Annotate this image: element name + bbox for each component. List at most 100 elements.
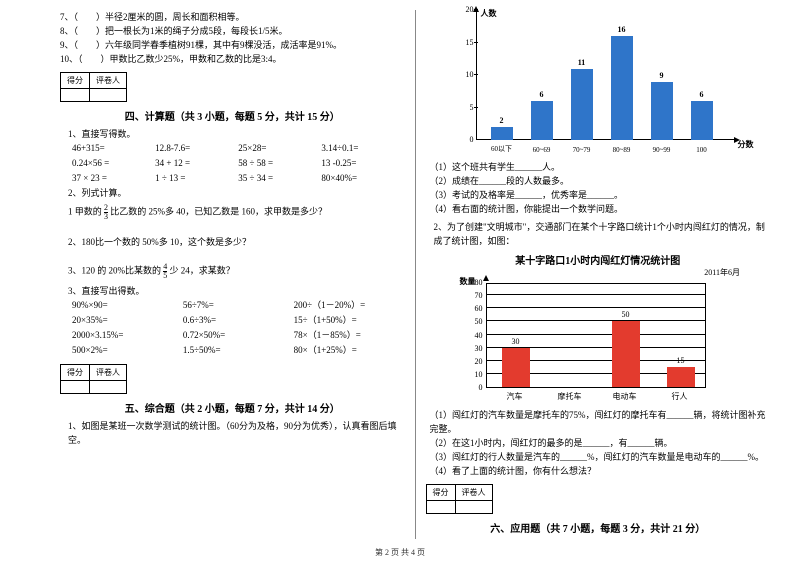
score-box-5: 得分评卷人 <box>60 364 127 394</box>
chart2-ytick: 40 <box>468 331 483 340</box>
chart1-ytick: 10 <box>464 70 474 79</box>
chart2-question: （2）在这1小时内，闯红灯的最多的是______，有______辆。 <box>430 436 771 450</box>
chart2-ytick: 20 <box>468 357 483 366</box>
chart2-xtick: 汽车 <box>495 391 535 402</box>
chart1-bar <box>651 82 673 141</box>
chart1-bar-label: 6 <box>691 90 713 99</box>
chart2-ytick: 70 <box>468 291 483 300</box>
chart2-bar-label: 15 <box>667 356 695 365</box>
chart2-bar <box>612 321 640 387</box>
chart2-title: 某十字路口1小时内闯红灯情况统计图 <box>426 252 771 267</box>
chart2-ytick: 60 <box>468 304 483 313</box>
section-4-title: 四、计算题（共 3 小题，每题 5 分，共计 15 分） <box>60 108 405 123</box>
fraction-4-5: 45 <box>163 263 167 280</box>
chart1-y-label: 人数 <box>481 8 497 19</box>
calc-row: 46+315=12.8-7.6=25×28=3.14÷0.1= <box>72 141 405 156</box>
calc-cell: 1 ÷ 13 = <box>155 171 238 186</box>
chart1-questions: （1）这个班共有学生______人。（2）成绩在______段的人数最多。（3）… <box>426 160 771 216</box>
calc-row: 90%×90=56÷7%=200÷（1－20%）= <box>72 298 405 313</box>
tf-item: 8、（ ）把一根长为1米的绳子分成5段，每段长1/5米。 <box>60 24 405 38</box>
true-false-list: 7、（ ）半径2厘米的圆，周长和面积相等。8、（ ）把一根长为1米的绳子分成5段… <box>60 10 405 66</box>
calc-cell: 58 ÷ 58 = <box>238 156 321 171</box>
chart1-bar-label: 16 <box>611 25 633 34</box>
chart1-ytick: 0 <box>464 135 474 144</box>
right-column: 人数 分数 05101520260以下660~691170~791680~899… <box>415 10 771 539</box>
tf-item: 7、（ ）半径2厘米的圆，周长和面积相等。 <box>60 10 405 24</box>
chart1-question: （1）这个班共有学生______人。 <box>430 160 771 174</box>
score-box-6: 得分评卷人 <box>426 484 493 514</box>
calc-cell: 80×（1+25%）= <box>294 343 405 358</box>
calc-cell: 80×40%= <box>321 171 404 186</box>
chart2-ytick: 10 <box>468 370 483 379</box>
chart2-question: （1）闯红灯的汽车数量是摩托车的75%，闯红灯的摩托车有______辆，将统计图… <box>430 408 771 436</box>
section-6-title: 六、应用题（共 7 小题，每题 3 分，共计 21 分） <box>426 520 771 535</box>
section-5-title: 五、综合题（共 2 小题，每题 7 分，共计 14 分） <box>60 400 405 415</box>
chart-1-people-score: 人数 分数 05101520260以下660~691170~791680~899… <box>446 10 746 160</box>
q1-label: 1、直接写得数。 <box>68 127 405 141</box>
chart2-question: （3）闯红灯的行人数量是汽车的______%，闯红灯的汽车数量是电动车的____… <box>430 450 771 464</box>
calc-cell: 34 + 12 = <box>155 156 238 171</box>
sub2: 2、180比一个数的 50%多 10，这个数是多少？ <box>68 235 405 249</box>
chart1-bar-label: 2 <box>491 116 513 125</box>
tf-item: 9、（ ）六年级同学春季植树91棵，其中有9棵没活，成活率是91%。 <box>60 38 405 52</box>
tf-item: 10、（ ）甲数比乙数少25%，甲数和乙数的比是3:4。 <box>60 52 405 66</box>
chart1-xtick: 90~99 <box>644 146 680 154</box>
calc-cell: 0.72×50%= <box>183 328 294 343</box>
calc-cell: 1.5÷50%= <box>183 343 294 358</box>
chart1-xtick: 60以下 <box>484 144 520 154</box>
chart2-ytick: 30 <box>468 344 483 353</box>
q2-intro: 2、为了创建"文明城市"，交通部门在某个十字路口统计1个小时内闯红灯的情况，制成… <box>434 220 771 248</box>
calc-cell: 200÷（1－20%）= <box>294 298 405 313</box>
sub1: 1 甲数的 23 比乙数的 25%多 40，已知乙数是 160，求甲数是多少？ <box>68 204 405 221</box>
q3-label: 3、直接写出得数。 <box>68 284 405 298</box>
chart2-bar <box>502 348 530 387</box>
reviewer-label: 评卷人 <box>90 73 127 89</box>
left-column: 7、（ ）半径2厘米的圆，周长和面积相等。8、（ ）把一根长为1米的绳子分成5段… <box>60 10 415 539</box>
chart2-question: （4）看了上面的统计图，你有什么想法？ <box>430 464 771 478</box>
chart1-bar <box>611 36 633 140</box>
chart2-xtick: 行人 <box>660 391 700 402</box>
section5-q1: 1、如图是某班一次数学测试的统计图。（60分为及格，90分为优秀），认真看图后填… <box>68 419 405 447</box>
chart1-bar-label: 9 <box>651 71 673 80</box>
chart-2-redlight: 数量 305015 01020304050607080汽车摩托车电动车行人 <box>456 278 716 408</box>
chart2-ytick: 0 <box>468 383 483 392</box>
chart1-bar <box>571 69 593 141</box>
calc-cell: 46+315= <box>72 141 155 156</box>
chart1-bar <box>691 101 713 140</box>
chart1-question: （4）看右面的统计图，你能提出一个数学问题。 <box>430 202 771 216</box>
calc-rows-1: 46+315=12.8-7.6=25×28=3.14÷0.1=0.24×56 =… <box>60 141 405 186</box>
chart1-bar <box>531 101 553 140</box>
calc-cell: 90%×90= <box>72 298 183 313</box>
calc-cell: 15÷（1+50%）= <box>294 313 405 328</box>
calc-cell: 25×28= <box>238 141 321 156</box>
chart2-questions: （1）闯红灯的汽车数量是摩托车的75%，闯红灯的摩托车有______辆，将统计图… <box>426 408 771 478</box>
calc-cell: 78×（1－85%）= <box>294 328 405 343</box>
chart2-xtick: 电动车 <box>605 391 645 402</box>
calc-cell: 13 -0.25= <box>321 156 404 171</box>
score-box-4: 得分评卷人 <box>60 72 127 102</box>
chart2-ytick: 50 <box>468 317 483 326</box>
calc-cell: 56÷7%= <box>183 298 294 313</box>
chart1-ytick: 5 <box>464 103 474 112</box>
fraction-2-3: 23 <box>104 204 108 221</box>
chart1-xtick: 100 <box>684 146 720 154</box>
chart1-question: （3）考试的及格率是______，优秀率是______。 <box>430 188 771 202</box>
calc-cell: 0.6÷3%= <box>183 313 294 328</box>
chart1-bar-label: 6 <box>531 90 553 99</box>
sub3: 3、120 的 20%比某数的 45 少 24，求某数？ <box>68 263 405 280</box>
chart1-bar <box>491 127 513 140</box>
chart1-x-label: 分数 <box>738 139 754 150</box>
chart2-xtick: 摩托车 <box>550 391 590 402</box>
calc-row: 20×35%=0.6÷3%=15÷（1+50%）= <box>72 313 405 328</box>
calc-cell: 2000×3.15%= <box>72 328 183 343</box>
calc-cell: 37 × 23 = <box>72 171 155 186</box>
chart2-bar <box>667 367 695 387</box>
calc-cell: 12.8-7.6= <box>155 141 238 156</box>
chart1-xtick: 70~79 <box>564 146 600 154</box>
calc-cell: 35 ÷ 34 = <box>238 171 321 186</box>
chart2-bar-label: 30 <box>502 337 530 346</box>
calc-rows-3: 90%×90=56÷7%=200÷（1－20%）=20×35%=0.6÷3%=1… <box>60 298 405 358</box>
chart1-xtick: 80~89 <box>604 146 640 154</box>
chart1-ytick: 20 <box>464 5 474 14</box>
calc-row: 500×2%=1.5÷50%=80×（1+25%）= <box>72 343 405 358</box>
